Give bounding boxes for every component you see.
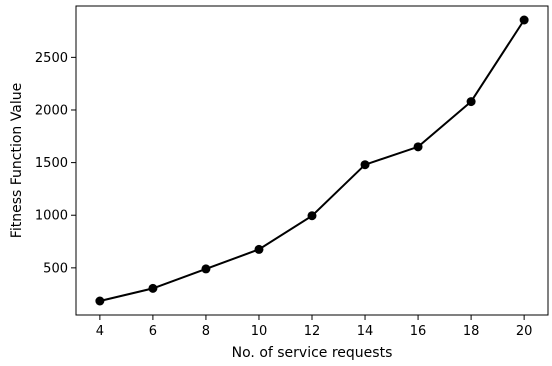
series-line <box>99 19 525 302</box>
y-tick-label: 2000 <box>35 103 68 118</box>
x-tick-label: 16 <box>410 324 427 339</box>
x-tick-label: 20 <box>516 324 533 339</box>
x-axis-ticks: 4 6 8 10 12 14 16 18 20 <box>96 315 533 339</box>
data-point <box>148 283 158 293</box>
x-tick-label: 12 <box>304 324 321 339</box>
x-tick-label: 18 <box>463 324 480 339</box>
data-point <box>360 160 370 170</box>
data-point <box>95 296 105 306</box>
plot-frame <box>75 5 549 316</box>
y-tick-label: 1500 <box>35 156 68 171</box>
y-tick-label: 500 <box>43 261 68 276</box>
data-point <box>413 142 423 152</box>
series-points <box>95 15 529 306</box>
data-point <box>201 264 211 274</box>
x-tick-label: 6 <box>149 324 157 339</box>
data-point <box>466 97 476 107</box>
x-tick-label: 4 <box>96 324 104 339</box>
y-tick-label: 1000 <box>35 209 68 224</box>
x-tick-label: 10 <box>251 324 268 339</box>
y-tick-label: 2500 <box>35 51 68 66</box>
data-point <box>307 211 317 221</box>
y-axis-ticks: 500 1000 1500 2000 2500 <box>35 51 76 276</box>
x-tick-label: 14 <box>357 324 374 339</box>
y-axis-label: Fitness Function Value <box>9 83 25 238</box>
data-point <box>254 244 264 254</box>
data-point <box>519 15 529 25</box>
x-tick-label: 8 <box>202 324 210 339</box>
x-axis-label: No. of service requests <box>232 345 393 361</box>
